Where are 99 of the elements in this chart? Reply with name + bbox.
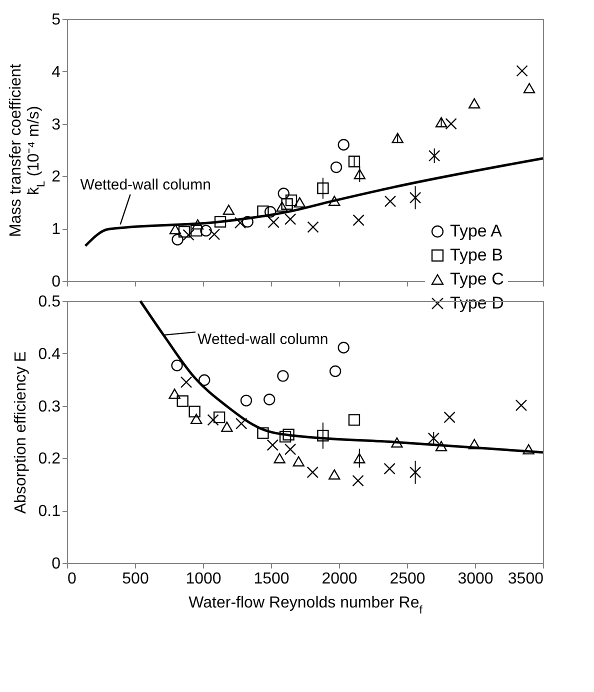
point [171,360,183,372]
point [278,188,290,200]
point [172,234,184,246]
point [468,438,480,450]
point [307,221,319,233]
point [214,216,226,228]
point [188,406,200,418]
y-axis-title: Absorption efficiency E [12,351,30,514]
point [444,411,456,424]
point [180,376,192,388]
point [207,414,219,426]
point [352,474,364,487]
point [330,161,342,174]
y-tick-label: 3 [52,116,61,134]
point [266,439,278,451]
point [348,156,360,168]
point [257,427,269,439]
point [306,466,318,478]
point [522,444,534,454]
point [240,394,252,406]
point [384,462,396,475]
y-tick-label: 0.3 [38,398,61,416]
point [384,196,396,208]
point [516,65,528,77]
x-tick-label: 3500 [508,570,544,588]
y-tick-label: 2 [52,168,61,186]
point [277,370,289,382]
point [264,394,276,406]
annotation: Wetted-wall column [80,176,211,194]
point [264,206,276,218]
point [221,422,233,432]
legend-label: Type B [450,246,503,264]
point [523,83,536,94]
point [190,414,202,424]
point [294,197,306,208]
annotation: Wetted-wall column [198,331,328,348]
point [348,414,360,426]
point [198,374,210,386]
y-tick-label: 0 [52,274,61,290]
y-tick-label: 0 [52,556,61,572]
point [328,469,340,480]
point [317,430,329,442]
point [178,226,190,238]
point [236,418,248,430]
point [445,118,457,130]
x-tick-label: 0 [68,570,76,588]
y-tick-label: 0.5 [38,294,61,310]
point [169,224,182,234]
point [515,399,528,412]
point [176,395,188,407]
y-tick-label: 0.2 [38,450,61,468]
point [284,213,296,226]
point [391,437,403,448]
point [435,117,448,128]
point [281,198,293,210]
point [190,224,202,237]
point [268,216,280,228]
x-tick-label: 1500 [254,570,290,588]
point [328,196,340,206]
point [428,150,440,162]
legend-label: Type C [450,270,504,288]
point [242,216,254,228]
point [435,441,448,452]
point [276,201,288,212]
point [279,430,292,443]
point [354,453,366,464]
point [428,432,440,444]
point [168,388,180,399]
y-tick-label: 4 [52,64,61,81]
point [329,365,342,378]
point [213,411,226,424]
point [282,428,294,440]
legend-label: Type A [450,222,503,240]
point [409,192,422,204]
point [392,132,404,144]
y-tick-label: 5 [52,12,61,28]
x-tick-label: 1000 [186,570,222,588]
point [257,205,269,218]
y-tick-label: 0.1 [38,503,61,520]
y-tick-label: 1 [52,221,61,238]
y-tick-label: 0.4 [38,346,61,363]
point [468,98,480,109]
point [284,443,296,456]
x-axis-title: Water-flow Reynolds number Re$_{f}$ [188,594,424,616]
point [317,182,329,194]
x-tick-label: 3000 [458,570,494,588]
point [354,168,366,180]
point [338,138,350,151]
point [222,204,235,215]
point [338,342,350,354]
point [274,453,286,464]
x-tick-label: 2000 [322,570,358,588]
point [352,214,364,226]
x-tick-label: 500 [122,570,149,588]
x-tick-label: 2500 [390,570,426,588]
point [409,466,422,478]
point [292,456,304,466]
point [192,219,204,230]
point [285,194,298,206]
